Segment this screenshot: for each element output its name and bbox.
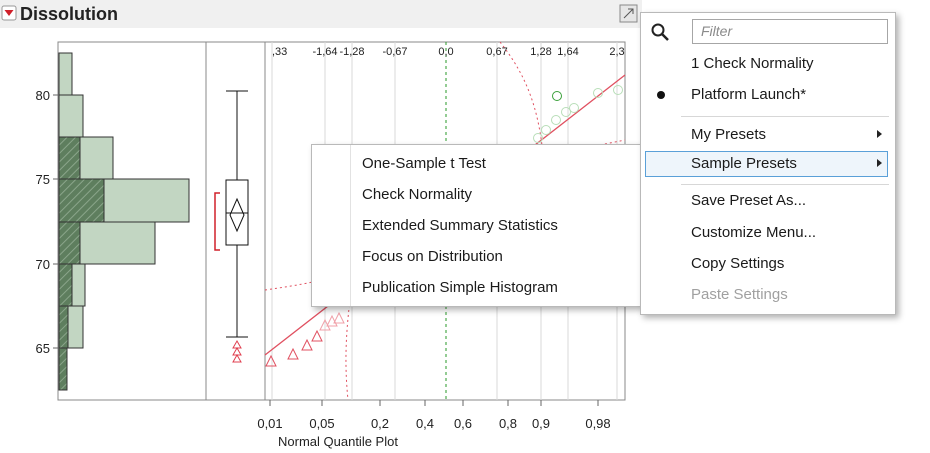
submenu-item[interactable]: Check Normality (362, 186, 473, 203)
checked-bullet (657, 91, 665, 99)
menu-item[interactable]: My Presets (691, 126, 767, 143)
submenu-item[interactable]: Publication Simple Histogram (362, 279, 558, 296)
y-axis-label: 70 (36, 257, 50, 272)
histogram-highlight (58, 136, 105, 391)
menu-item[interactable]: Sample Presets (691, 155, 797, 172)
menu-item[interactable]: Customize Menu... (691, 224, 817, 241)
submenu-item[interactable]: Focus on Distribution (362, 248, 503, 265)
menu-item[interactable]: Save Preset As... (691, 192, 807, 209)
top-axis-label: -0,67 (382, 46, 407, 58)
y-axis-label: 80 (36, 88, 50, 103)
filter-input[interactable]: Filter (692, 19, 888, 44)
separator (681, 116, 889, 117)
menu-item: Paste Settings (691, 286, 788, 303)
top-axis-label: 1,28 (530, 46, 551, 58)
quantile-points-low (265, 311, 345, 367)
bottom-axis-label: 0,05 (309, 416, 334, 431)
bottom-axis-label: 0,01 (257, 416, 282, 431)
submenu-arrow (877, 130, 882, 138)
top-axis-label: -1,64 (312, 46, 337, 58)
red-triangle (4, 10, 14, 16)
context-menu: Filter 1 Check Normality Platform Launch*… (640, 12, 896, 315)
header-bar (0, 0, 642, 28)
top-axis-label: 2,3 (609, 46, 624, 58)
search-icon (651, 23, 669, 41)
highlight (645, 151, 888, 177)
y-axis-label: 75 (36, 172, 50, 187)
top-axis-label: 1,64 (557, 46, 578, 58)
bottom-axis-label: 0,8 (499, 416, 517, 431)
bottom-axis-label: 0,2 (371, 416, 389, 431)
gutter (350, 145, 351, 306)
y-axis-label: 65 (36, 341, 50, 356)
filter-placeholder: Filter (701, 23, 733, 39)
bottom-axis-label: 0,6 (454, 416, 472, 431)
quantile-points-high (533, 85, 623, 143)
bottom-axis-label: 0,4 (416, 416, 434, 431)
top-axis-label: 0,67 (486, 46, 507, 58)
separator (681, 184, 889, 185)
box-plot (225, 90, 249, 338)
quantile-plot-title: Normal Quantile Plot (278, 434, 398, 449)
menu-item[interactable]: 1 Check Normality (691, 55, 814, 72)
submenu-item[interactable]: Extended Summary Statistics (362, 217, 558, 234)
report-title: Dissolution (20, 4, 118, 24)
outliers (232, 339, 242, 363)
axis-labels: 80 75 70 65 ,33 -1,64 -1,28 -0,67 0,0 0,67 1,28 1,6… (36, 46, 625, 431)
top-axis-label: 0,0 (438, 46, 453, 58)
options-icon-glyph (623, 8, 634, 19)
bottom-axis-label: 0,9 (532, 416, 550, 431)
menu-item[interactable]: Platform Launch* (691, 86, 807, 103)
bottom-axis-label: 0,98 (585, 416, 610, 431)
menu-item[interactable]: Copy Settings (691, 255, 785, 272)
submenu-arrow (877, 159, 882, 167)
submenu: One-Sample t Test Check Normality Extended… (311, 144, 641, 307)
submenu-item[interactable]: One-Sample t Test (362, 155, 486, 172)
top-axis-label: ,33 (272, 46, 287, 58)
top-axis-label: -1,28 (339, 46, 364, 58)
shortest-half-bracket (214, 192, 220, 251)
